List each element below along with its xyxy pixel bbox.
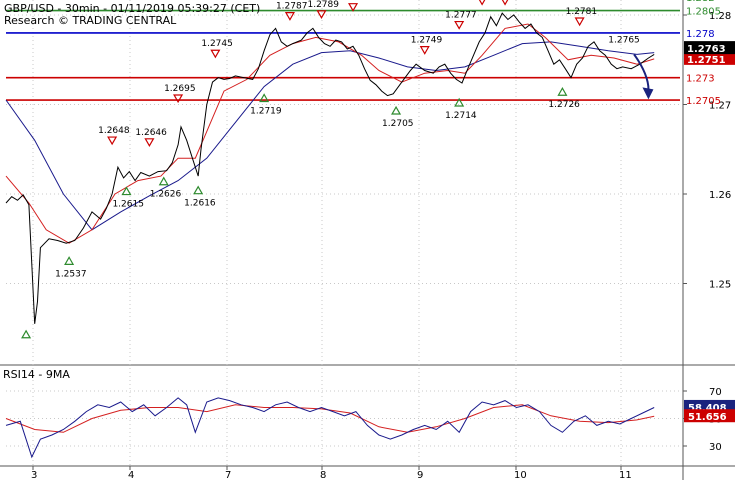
price-tick-label: 1.27 bbox=[709, 101, 731, 112]
current-price-tag: 1.2763 bbox=[687, 44, 726, 55]
low-marker bbox=[64, 256, 75, 265]
rsi-ma-value-tag: 51.656 bbox=[688, 412, 727, 423]
high-marker bbox=[316, 10, 327, 20]
x-tick-label: 11 bbox=[619, 470, 632, 480]
high-label: 1.2749 bbox=[411, 36, 443, 46]
high-label: 1.2646 bbox=[135, 128, 167, 138]
price-line bbox=[5, 12, 655, 324]
rsi-tick-label: 30 bbox=[709, 442, 722, 453]
x-tick-label: 8 bbox=[320, 470, 326, 480]
high-marker bbox=[284, 12, 295, 21]
high-label: 1.2695 bbox=[164, 84, 196, 94]
high-marker bbox=[419, 46, 430, 55]
rsi-line bbox=[5, 397, 655, 459]
chart-title: GBP/USD - 30min - 01/11/2019 05:39:27 (C… bbox=[4, 2, 261, 15]
forecast-arrow-head bbox=[642, 87, 654, 100]
rsi-tick-label: 70 bbox=[709, 387, 722, 398]
high-label: 1.2781 bbox=[566, 7, 598, 17]
low-label: 1.2719 bbox=[250, 106, 282, 116]
high-marker bbox=[144, 138, 155, 148]
price-tick-label: 1.26 bbox=[709, 190, 731, 201]
red-ma-tag: 1.2751 bbox=[687, 55, 726, 66]
red-ma-tag-bg bbox=[684, 51, 735, 65]
high-marker bbox=[107, 136, 118, 146]
high-label: 1.2797 bbox=[339, 0, 371, 3]
level-label: 1.2805 bbox=[686, 7, 721, 18]
rsi-ma-value-tag-bg bbox=[684, 409, 735, 423]
low-label: 1.2705 bbox=[382, 119, 414, 129]
low-marker bbox=[557, 87, 568, 96]
low-marker bbox=[193, 185, 204, 195]
low-marker bbox=[454, 97, 465, 107]
price-tick-label: 1.25 bbox=[709, 280, 731, 291]
low-label: 1.2616 bbox=[184, 199, 216, 209]
price-label: 1.2765 bbox=[608, 35, 640, 45]
x-tick-label: 9 bbox=[417, 470, 423, 480]
current-price-tag-bg bbox=[684, 41, 735, 55]
chart-source: Research © TRADING CENTRAL bbox=[4, 14, 177, 27]
low-label: 1.2537 bbox=[55, 269, 86, 279]
high-label: 1.2777 bbox=[445, 11, 477, 21]
x-tick-label: 7 bbox=[225, 470, 231, 480]
low-marker bbox=[391, 105, 402, 115]
high-marker bbox=[454, 20, 465, 30]
ma-fast-line bbox=[5, 23, 655, 244]
x-tick-label: 10 bbox=[514, 470, 527, 480]
high-label: 1.2648 bbox=[98, 126, 130, 136]
high-marker bbox=[348, 3, 359, 12]
low-marker bbox=[121, 186, 132, 196]
high-marker bbox=[501, 0, 509, 6]
low-marker bbox=[21, 329, 32, 339]
low-marker bbox=[259, 93, 270, 103]
low-marker bbox=[158, 176, 169, 186]
level-label: 1.278 bbox=[686, 29, 715, 40]
level-label: 1.273 bbox=[686, 74, 715, 85]
x-tick-label: 3 bbox=[31, 470, 37, 480]
ma-slow-line bbox=[5, 41, 655, 231]
low-label: 1.2726 bbox=[548, 100, 580, 110]
rsi-ma-line bbox=[5, 404, 655, 433]
level-label: 1.282 bbox=[686, 0, 715, 4]
low-label: 1.2615 bbox=[112, 200, 143, 210]
rsi-title: RSI14 - 9MA bbox=[3, 368, 70, 381]
x-tick-label: 4 bbox=[128, 470, 134, 480]
high-marker bbox=[210, 49, 221, 59]
high-label: 1.2789 bbox=[307, 0, 339, 10]
low-label: 1.2714 bbox=[445, 111, 477, 121]
rsi-value-tag: 58.408 bbox=[688, 403, 727, 414]
high-marker bbox=[173, 94, 184, 104]
high-marker bbox=[478, 0, 486, 6]
price-tick-label: 1.28 bbox=[709, 11, 731, 22]
level-label: 1.2705 bbox=[686, 96, 721, 107]
high-label: 1.2745 bbox=[201, 39, 233, 49]
high-label: 1.2787 bbox=[276, 2, 308, 12]
high-marker bbox=[574, 17, 585, 27]
low-label: 1.2626 bbox=[150, 190, 182, 200]
